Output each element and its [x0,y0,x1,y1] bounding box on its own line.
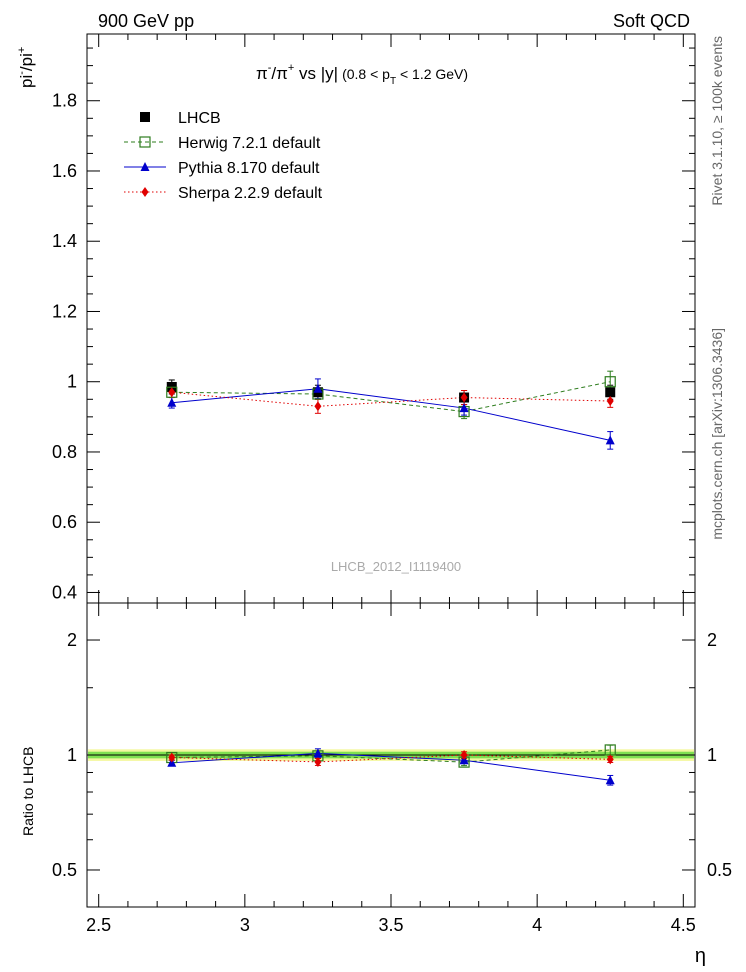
x-tick-label: 4 [532,915,542,935]
pythia-marker [313,383,323,393]
lhcb-marker [605,387,616,398]
chart-title: π-/π+ vs |y| (0.8 < pT < 1.2 GeV) [256,62,468,87]
legend-pythia-label: Pythia 8.170 default [178,160,320,177]
sherpa-marker [460,392,468,403]
pythia-line [171,388,611,441]
herwig-marker [604,376,616,388]
legend-herwig-label: Herwig 7.2.1 default [178,135,321,152]
analysis-watermark: LHCB_2012_I1119400 [331,559,461,574]
herwig-line [171,381,611,413]
ratio-tick-label-right: 1 [707,745,717,765]
sherpa-line [171,391,611,407]
legend-lhcb-label: LHCB [178,110,221,127]
pythia-marker [605,435,615,445]
ratio-tick-label-left: 2 [67,630,77,650]
y-tick-label: 1.2 [52,301,77,321]
pythia-ratio-line [171,752,611,781]
y-axis-label: pi-/pi+ [16,47,36,88]
pythia-marker [459,403,469,413]
legend: LHCB Herwig 7.2.1 default Pythia 8.170 def… [124,110,323,202]
y-tick-label: 0.6 [52,512,77,532]
sherpa-marker [168,387,176,398]
ratio-y-axis-label: Ratio to LHCB [20,747,36,836]
sherpa-marker [606,396,614,407]
y-tick-label: 1.4 [52,231,77,251]
error-bars [168,370,614,786]
sherpa-marker [314,401,322,412]
series-lines [171,381,611,781]
pythia-ratio-marker [313,748,323,758]
axis-ticks [87,34,695,907]
y-tick-label: 0.8 [52,442,77,462]
ratio-tick-label-right: 0.5 [707,860,732,880]
sherpa-ratio-marker [314,756,322,767]
ratio-tick-label-right: 2 [707,630,717,650]
header-left-label: 900 GeV pp [98,11,194,31]
data-markers [166,376,616,785]
ratio-tick-label-left: 1 [67,745,77,765]
x-tick-label: 3 [240,915,250,935]
legend-lhcb-marker [140,112,150,122]
legend-pythia-marker [140,162,150,171]
pythia-marker [167,397,177,407]
rivet-label: Rivet 3.1.10, ≥ 100k events [709,36,725,206]
sherpa-ratio-marker [168,752,176,763]
ratio-band [87,749,695,761]
mcplots-label: mcplots.cern.ch [arXiv:1306.3436] [709,328,725,540]
x-tick-label: 4.5 [671,915,696,935]
x-axis-label: η [695,945,706,967]
pythia-ratio-marker [605,775,615,785]
y-tick-label: 1 [67,372,77,392]
herwig-ratio-line [171,749,611,763]
legend-herwig-marker [139,136,151,148]
y-tick-label: 1.8 [52,91,77,111]
y-tick-label: 1.6 [52,161,77,181]
legend-sherpa-marker [141,187,149,197]
x-tick-label: 2.5 [86,915,111,935]
axis-tick-labels: 2.5 3 3.5 4 4.5 0.4 0.6 0.8 1 1.2 1.4 1.6 1.8 0.5 0.5 1… [52,91,732,935]
legend-sherpa-label: Sherpa 2.2.9 default [178,185,323,202]
sherpa-ratio-marker [606,754,614,765]
header-right-label: Soft QCD [613,11,690,31]
y-tick-label: 0.4 [52,582,77,602]
x-tick-label: 3.5 [378,915,403,935]
ratio-tick-label-left: 0.5 [52,860,77,880]
sherpa-ratio-line [171,754,611,763]
ratio-plot-frame [86,602,696,908]
sherpa-ratio-marker [460,750,468,760]
